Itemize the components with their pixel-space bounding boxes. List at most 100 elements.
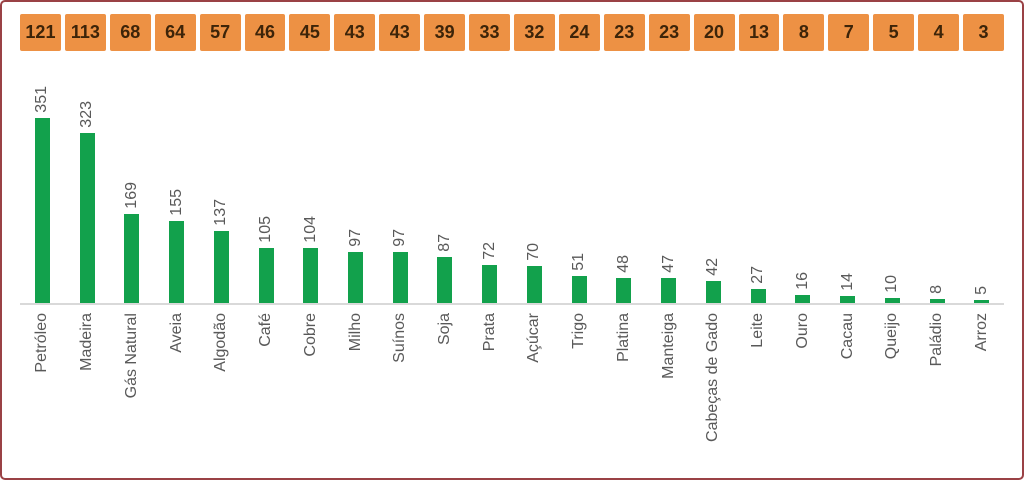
bar-column: 97: [378, 229, 423, 303]
bar-column: 351: [20, 86, 65, 303]
bar-column: 47: [646, 255, 691, 303]
bar-value-label: 16: [793, 272, 811, 290]
bar-value-label: 72: [480, 242, 498, 260]
category-label: Gás Natural: [122, 313, 140, 399]
bar: [303, 248, 319, 303]
category-label: Café: [257, 313, 275, 347]
header-cell: 39: [424, 14, 466, 51]
category-column: Café: [244, 305, 289, 477]
bar: [750, 289, 766, 303]
bar: [795, 295, 811, 303]
bar: [213, 231, 229, 303]
bar: [79, 133, 95, 303]
header-cell: 3: [963, 14, 1004, 51]
header-cell: 64: [154, 14, 196, 51]
bar-column: 323: [65, 101, 110, 303]
header-cell: 43: [334, 14, 376, 51]
category-column: Aveia: [154, 305, 199, 477]
category-column: Milho: [333, 305, 378, 477]
bar-column: 105: [244, 216, 289, 303]
bar-value-label: 27: [749, 266, 767, 284]
bar-column: 97: [333, 229, 378, 303]
header-cell: 113: [64, 14, 106, 51]
header-cell: 43: [379, 14, 421, 51]
header-cell: 23: [648, 14, 690, 51]
category-column: Paládio: [915, 305, 960, 477]
bar: [169, 221, 185, 303]
category-column: Trigo: [557, 305, 602, 477]
header-cell: 23: [603, 14, 645, 51]
category-column: Prata: [467, 305, 512, 477]
bar-column: 169: [109, 182, 154, 303]
header-cell: 13: [738, 14, 780, 51]
bar-column: 70: [512, 243, 557, 303]
category-column: Cabeças de Gado: [691, 305, 736, 477]
header-cell: 33: [469, 14, 510, 51]
header-cell: 4: [918, 14, 960, 51]
bar-column: 8: [915, 285, 960, 303]
bar: [34, 118, 50, 303]
category-label: Manteiga: [659, 313, 677, 379]
bar-value-label: 47: [659, 255, 677, 273]
category-label: Açúcar: [525, 313, 543, 363]
category-label: Paládio: [928, 313, 946, 367]
category-column: Gás Natural: [109, 305, 154, 477]
bar-value-label: 137: [212, 199, 230, 226]
category-label: Trigo: [570, 313, 588, 349]
bar-value-label: 5: [972, 286, 990, 295]
category-axis: Petróleo Madeira Gás Natural Aveia Algodão Ca…: [20, 305, 1004, 477]
header-cell: 68: [109, 14, 151, 51]
category-column: Platina: [602, 305, 647, 477]
header-cell: 45: [289, 14, 331, 51]
category-label: Ouro: [793, 313, 811, 349]
category-column: Madeira: [65, 305, 110, 477]
bar-column: 10: [870, 275, 915, 303]
bar-column: 27: [736, 266, 781, 303]
header-cell: 7: [828, 14, 870, 51]
bar-value-label: 87: [435, 234, 453, 252]
bar: [392, 252, 408, 303]
bar: [571, 276, 587, 303]
bar: [929, 299, 945, 303]
bar: [974, 300, 990, 303]
bar-column: 42: [691, 258, 736, 303]
bar-value-label: 10: [883, 275, 901, 293]
bar-column: 137: [199, 199, 244, 303]
bar: [437, 257, 453, 303]
bar-value-label: 351: [33, 86, 51, 113]
category-column: Arroz: [959, 305, 1004, 477]
category-label: Queijo: [883, 313, 901, 360]
category-column: Manteiga: [646, 305, 691, 477]
category-label: Arroz: [972, 313, 990, 352]
bar-value-label: 323: [78, 101, 96, 128]
bar: [482, 265, 498, 303]
header-cell: 5: [873, 14, 915, 51]
category-label: Suínos: [391, 313, 409, 363]
bar: [884, 298, 900, 303]
category-column: Petróleo: [20, 305, 65, 477]
bar-column: 104: [288, 216, 333, 303]
bar-value-label: 104: [301, 216, 319, 243]
category-label: Cobre: [301, 313, 319, 357]
bar: [616, 278, 632, 303]
bar: [526, 266, 542, 303]
bar: [124, 214, 140, 303]
bar-value-label: 97: [346, 229, 364, 247]
header-cell: 32: [513, 14, 555, 51]
category-column: Cacau: [825, 305, 870, 477]
category-label: Cabeças de Gado: [704, 313, 722, 442]
bar-value-label: 97: [391, 229, 409, 247]
category-label: Madeira: [78, 313, 96, 371]
category-column: Leite: [736, 305, 781, 477]
category-label: Milho: [346, 313, 364, 352]
bar: [258, 248, 274, 303]
bar-column: 48: [602, 255, 647, 303]
category-label: Petróleo: [33, 313, 51, 373]
bar: [348, 252, 363, 303]
category-label: Algodão: [212, 313, 230, 372]
bar-value-label: 169: [122, 182, 140, 209]
category-column: Queijo: [870, 305, 915, 477]
bar-column: 5: [959, 286, 1004, 303]
bar-value-label: 51: [570, 253, 588, 271]
category-column: Cobre: [288, 305, 333, 477]
